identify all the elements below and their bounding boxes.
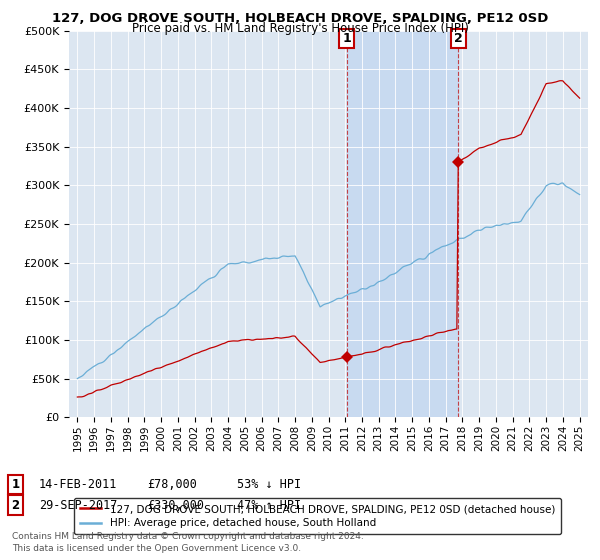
Text: 127, DOG DROVE SOUTH, HOLBEACH DROVE, SPALDING, PE12 0SD: 127, DOG DROVE SOUTH, HOLBEACH DROVE, SP… [52,12,548,25]
Text: Contains HM Land Registry data © Crown copyright and database right 2024.
This d: Contains HM Land Registry data © Crown c… [12,532,364,553]
Text: £330,000: £330,000 [147,498,204,512]
Text: 29-SEP-2017: 29-SEP-2017 [39,498,118,512]
Bar [347,31,458,417]
Text: 1: 1 [343,32,351,45]
Text: 47% ↑ HPI: 47% ↑ HPI [237,498,301,512]
Text: Price paid vs. HM Land Registry's House Price Index (HPI): Price paid vs. HM Land Registry's House … [131,22,469,35]
Text: 2: 2 [454,32,463,45]
Text: 2: 2 [11,498,20,512]
Text: 53% ↓ HPI: 53% ↓ HPI [237,478,301,491]
Legend: 127, DOG DROVE SOUTH, HOLBEACH DROVE, SPALDING, PE12 0SD (detached house), HPI: : 127, DOG DROVE SOUTH, HOLBEACH DROVE, SP… [74,498,561,534]
Text: 14-FEB-2011: 14-FEB-2011 [39,478,118,491]
Text: £78,000: £78,000 [147,478,197,491]
Text: 1: 1 [11,478,20,491]
